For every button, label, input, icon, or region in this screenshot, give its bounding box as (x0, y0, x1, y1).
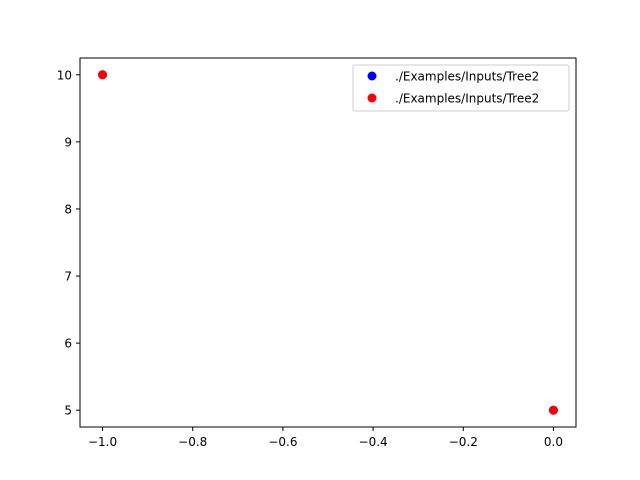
x-tick-label: −0.4 (359, 435, 388, 449)
y-tick-label: 9 (64, 135, 72, 149)
y-tick-label: 8 (64, 202, 72, 216)
x-tick-label: −1.0 (88, 435, 117, 449)
y-tick-label: 5 (64, 404, 72, 418)
legend-label-series-1: ./Examples/Inputs/Tree2 (395, 70, 539, 84)
x-tick-label: −0.6 (268, 435, 297, 449)
legend-label-series-2: ./Examples/Inputs/Tree2 (395, 92, 539, 106)
legend-marker-series-1 (367, 71, 377, 81)
x-tick-label: 0.0 (544, 435, 563, 449)
data-points (98, 70, 558, 415)
x-axis-ticks: −1.0 −0.8 −0.6 −0.4 −0.2 0.0 (88, 427, 563, 449)
x-tick-label: −0.8 (178, 435, 207, 449)
y-axis-ticks: 5 6 7 8 9 10 (57, 68, 80, 418)
legend-box (352, 64, 570, 112)
x-tick-label: −0.2 (449, 435, 478, 449)
y-tick-label: 6 (64, 337, 72, 351)
axes-frame (79, 57, 577, 428)
y-tick-label: 10 (57, 68, 72, 82)
legend: ./Examples/Inputs/Tree2 ./Examples/Inputs… (352, 64, 570, 112)
data-point-series-2 (548, 405, 558, 415)
legend-marker-series-2 (367, 93, 377, 103)
data-point-series-2 (98, 70, 108, 80)
y-tick-label: 7 (64, 270, 72, 284)
